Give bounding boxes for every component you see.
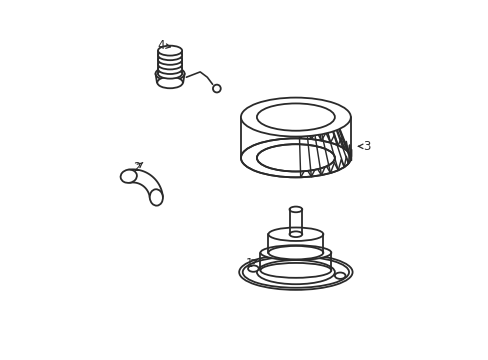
Ellipse shape: [158, 55, 182, 65]
Ellipse shape: [256, 260, 334, 284]
Ellipse shape: [155, 67, 184, 80]
Ellipse shape: [158, 69, 182, 78]
Ellipse shape: [241, 138, 350, 177]
Ellipse shape: [149, 189, 163, 206]
Ellipse shape: [247, 265, 258, 272]
Ellipse shape: [239, 255, 352, 290]
Ellipse shape: [289, 207, 302, 212]
Ellipse shape: [241, 98, 350, 136]
Ellipse shape: [242, 257, 348, 288]
Ellipse shape: [157, 77, 183, 88]
Text: 3: 3: [363, 140, 370, 153]
Ellipse shape: [256, 103, 334, 131]
Ellipse shape: [158, 50, 182, 60]
Ellipse shape: [268, 228, 323, 241]
Ellipse shape: [158, 64, 182, 74]
Text: 1: 1: [245, 257, 253, 270]
Text: 2: 2: [132, 161, 140, 174]
Ellipse shape: [260, 245, 331, 260]
Ellipse shape: [256, 144, 334, 171]
Text: 4: 4: [157, 39, 164, 52]
Ellipse shape: [260, 263, 331, 278]
Ellipse shape: [334, 273, 345, 279]
Ellipse shape: [158, 46, 182, 55]
Ellipse shape: [289, 231, 302, 237]
Ellipse shape: [121, 170, 137, 183]
Ellipse shape: [268, 246, 323, 260]
Ellipse shape: [158, 59, 182, 69]
